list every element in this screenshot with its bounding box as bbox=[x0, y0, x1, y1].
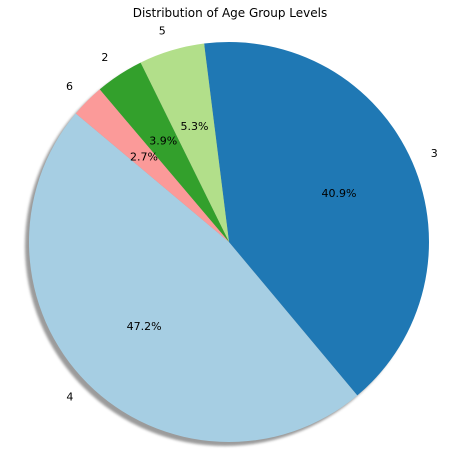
pie-slice-3 bbox=[204, 42, 430, 396]
pie-slice-6 bbox=[75, 89, 230, 242]
pie-slice-4 bbox=[29, 113, 358, 442]
slice-label-2: 2 bbox=[101, 51, 108, 64]
slice-label-4: 4 bbox=[66, 390, 73, 403]
slice-label-3: 3 bbox=[431, 147, 438, 160]
pie-slice-layer bbox=[29, 42, 430, 442]
pct-label-5: 5.3% bbox=[181, 120, 209, 133]
pie-slice-2 bbox=[99, 62, 229, 242]
pct-label-2: 3.9% bbox=[149, 135, 177, 148]
chart-title: Distribution of Age Group Levels bbox=[133, 6, 328, 20]
pct-label-3: 40.9% bbox=[322, 187, 357, 200]
slice-label-5: 5 bbox=[159, 24, 166, 37]
pie-slice-5 bbox=[140, 43, 229, 243]
slice-label-6: 6 bbox=[66, 80, 73, 93]
pct-label-4: 47.2% bbox=[127, 320, 162, 333]
pie-label-layer: 4 47.2% 3 40.9% 5 5.3% 2 3.9% 6 2.7% bbox=[66, 24, 438, 403]
pct-label-6: 2.7% bbox=[130, 150, 158, 163]
